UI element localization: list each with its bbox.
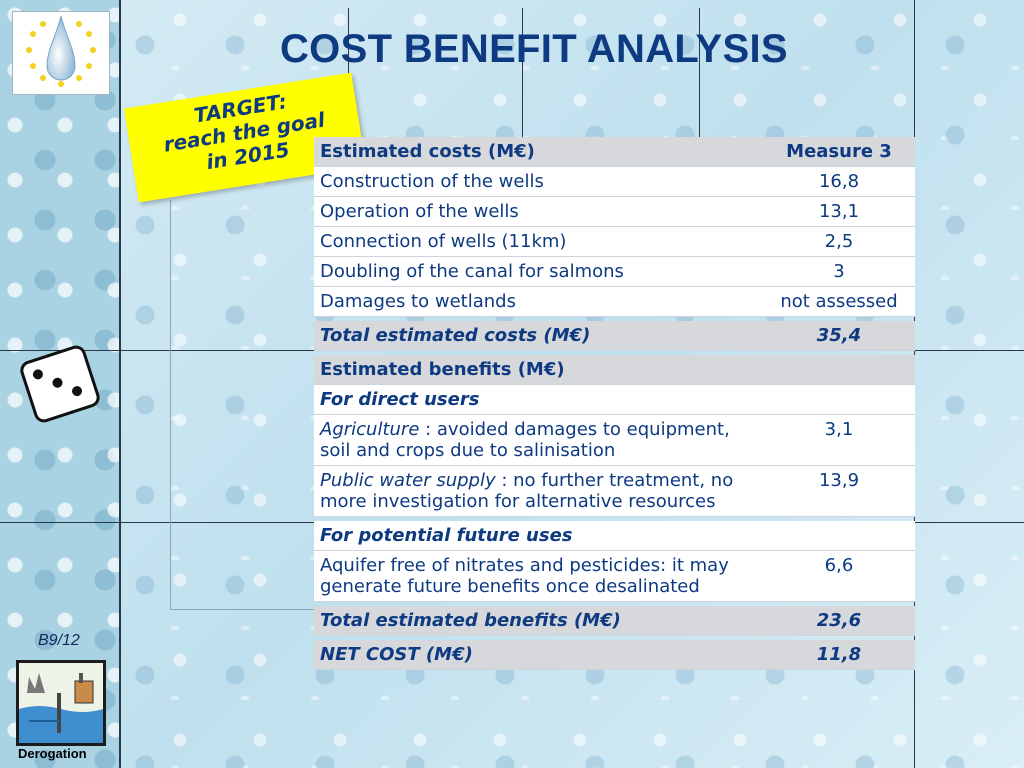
public-water-label: Public water supply : no further treatme… [314, 465, 763, 517]
public-water-text: : no further treatment, no more investig… [320, 470, 734, 512]
net-cost-value: 11,8 [763, 640, 915, 670]
table-row: Construction of the wells 16,8 [314, 166, 915, 197]
frame-line-v3 [522, 8, 523, 138]
total-costs-row: Total estimated costs (M€) 35,4 [314, 321, 915, 351]
frame-line-h1 [0, 350, 1024, 351]
cost-value: 13,1 [763, 196, 915, 227]
cost-label: Construction of the wells [314, 166, 763, 197]
agriculture-label: Agriculture : avoided damages to equipme… [314, 414, 763, 466]
public-water-italic: Public water supply [320, 470, 496, 491]
net-cost-row: NET COST (M€) 11,8 [314, 640, 915, 670]
frame-box-left [170, 200, 171, 610]
agriculture-italic: Agriculture [320, 419, 420, 440]
derogation-illustration [16, 660, 106, 746]
benefits-header: Estimated benefits (M€) [314, 355, 763, 385]
table-row: Operation of the wells 13,1 [314, 196, 915, 227]
benefits-header-row: Estimated benefits (M€) [314, 355, 915, 385]
total-costs-value: 35,4 [763, 321, 915, 351]
total-benefits-row: Total estimated benefits (M€) 23,6 [314, 606, 915, 636]
total-costs-label: Total estimated costs (M€) [314, 321, 763, 351]
cost-label: Connection of wells (11km) [314, 226, 763, 257]
direct-users-label: For direct users [314, 384, 763, 415]
costs-header: Estimated costs (M€) [314, 137, 763, 167]
frame-line-v1 [119, 0, 121, 768]
future-uses-label: For potential future uses [314, 521, 763, 551]
table-row: Aquifer free of nitrates and pesticides:… [314, 550, 915, 602]
agriculture-value: 3,1 [763, 414, 915, 466]
future-uses-row: For potential future uses [314, 521, 915, 551]
cost-value: 2,5 [763, 226, 915, 257]
public-water-value: 13,9 [763, 465, 915, 517]
cost-value: 16,8 [763, 166, 915, 197]
frame-line-v4 [699, 8, 700, 138]
frame-box-bottom [170, 609, 315, 610]
page-title: COST BENEFIT ANALYSIS [280, 27, 788, 71]
aquifer-label: Aquifer free of nitrates and pesticides:… [314, 550, 763, 602]
derogation-label: Derogation [18, 746, 87, 761]
direct-users-row: For direct users [314, 384, 915, 415]
cost-value: 3 [763, 256, 915, 287]
table-row: Agriculture : avoided damages to equipme… [314, 414, 915, 466]
table-header-row: Estimated costs (M€) Measure 3 [314, 137, 915, 167]
aquifer-value: 6,6 [763, 550, 915, 602]
cost-value: not assessed [763, 286, 915, 317]
cost-label: Damages to wetlands [314, 286, 763, 317]
net-cost-label: NET COST (M€) [314, 640, 763, 670]
table-row: Damages to wetlands not assessed [314, 286, 915, 317]
measure-header: Measure 3 [763, 137, 915, 167]
cost-label: Operation of the wells [314, 196, 763, 227]
cost-benefit-table: Estimated costs (M€) Measure 3 Construct… [314, 137, 915, 670]
cost-label: Doubling of the canal for salmons [314, 256, 763, 287]
table-row: Connection of wells (11km) 2,5 [314, 226, 915, 257]
agriculture-text: : avoided damages to equipment, soil and… [320, 419, 730, 461]
table-row: Public water supply : no further treatme… [314, 465, 915, 517]
total-benefits-value: 23,6 [763, 606, 915, 636]
water-drop-eu-stars-icon [12, 11, 110, 95]
table-row: Doubling of the canal for salmons 3 [314, 256, 915, 287]
total-benefits-label: Total estimated benefits (M€) [314, 606, 763, 636]
page-code: B9/12 [38, 632, 80, 649]
